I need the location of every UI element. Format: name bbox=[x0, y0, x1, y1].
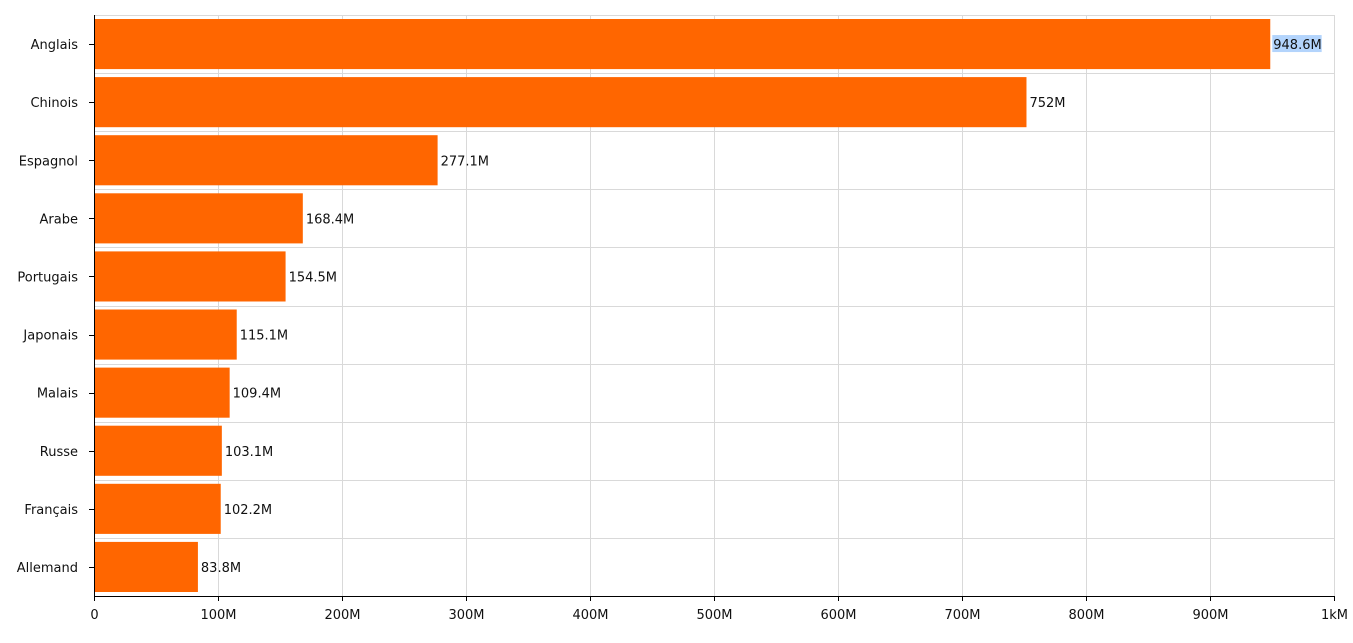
x-tick-label: 500M bbox=[696, 608, 732, 623]
axes bbox=[89, 15, 1335, 601]
x-tick-label: 700M bbox=[944, 608, 980, 623]
bar-value-label: 277.1M bbox=[441, 154, 489, 169]
x-tick-label: 200M bbox=[324, 608, 360, 623]
category-label: Malais bbox=[37, 387, 78, 402]
x-tick-label: 400M bbox=[572, 608, 608, 623]
bar-value-label: 948.6M bbox=[1273, 38, 1321, 53]
bar-malais bbox=[94, 367, 230, 418]
category-label: Russe bbox=[40, 445, 78, 460]
category-label: Japonais bbox=[22, 329, 78, 344]
bar-value-label: 115.1M bbox=[240, 329, 288, 344]
x-tick-label: 100M bbox=[200, 608, 236, 623]
bar-espagnol bbox=[94, 135, 438, 186]
category-label: Chinois bbox=[30, 96, 78, 111]
labels: 0 100M 200M 300M 400M 500M 600M 700M 800M 900M 1kM… bbox=[17, 35, 1348, 623]
bar-portugais bbox=[94, 251, 286, 302]
category-label: Anglais bbox=[31, 38, 79, 53]
x-tick-label: 900M bbox=[1192, 608, 1228, 623]
bar-anglais bbox=[94, 19, 1271, 70]
bar-value-label: 168.4M bbox=[306, 212, 354, 227]
bar-value-label: 154.5M bbox=[289, 270, 337, 285]
x-tick-label: 300M bbox=[448, 608, 484, 623]
bar-russe bbox=[94, 425, 222, 476]
bar-français bbox=[94, 483, 221, 534]
bars bbox=[94, 19, 1271, 592]
bar-chinois bbox=[94, 77, 1027, 128]
bar-value-label: 102.2M bbox=[224, 503, 272, 518]
bar-allemand bbox=[94, 541, 198, 592]
category-label: Espagnol bbox=[19, 154, 78, 169]
category-label: Français bbox=[24, 503, 78, 518]
category-label: Allemand bbox=[17, 561, 78, 576]
bar-arabe bbox=[94, 193, 303, 244]
category-label: Portugais bbox=[17, 270, 78, 285]
selection-highlight bbox=[1272, 35, 1322, 53]
bar-value-label: 752M bbox=[1029, 96, 1065, 111]
x-tick-label: 800M bbox=[1068, 608, 1104, 623]
bar-japonais bbox=[94, 309, 237, 360]
x-tick-label: 600M bbox=[820, 608, 856, 623]
x-tick-label: 0 bbox=[90, 608, 98, 623]
bar-value-label: 83.8M bbox=[201, 561, 241, 576]
bar-value-label: 109.4M bbox=[233, 387, 281, 402]
x-tick-label: 1kM bbox=[1321, 608, 1348, 623]
bar-value-label: 103.1M bbox=[225, 445, 273, 460]
category-label: Arabe bbox=[40, 212, 78, 227]
